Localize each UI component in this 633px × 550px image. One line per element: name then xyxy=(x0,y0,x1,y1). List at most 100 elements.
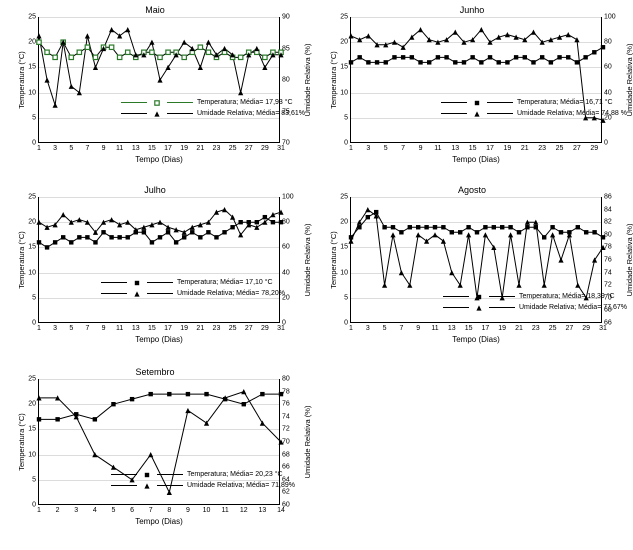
y-tick-right: 100 xyxy=(601,14,616,21)
x-tick: 3 xyxy=(53,145,57,152)
y-tick-left: 10 xyxy=(28,451,39,458)
y-tick-left: 10 xyxy=(28,269,39,276)
y-axis-label-left: Temperatura (°C) xyxy=(329,51,338,109)
legend-temp-text: Temperatura; Média= 20,23 °C xyxy=(187,471,283,478)
chart-title: Setembro xyxy=(135,367,174,377)
x-tick: 5 xyxy=(384,145,388,152)
legend-humidity: Umidade Relativa; Média= 74,88 % xyxy=(441,110,627,117)
legend-humidity-text: Umidade Relativa; Média= 71,89% xyxy=(187,482,295,489)
legend-humidity-text: Umidade Relativa; Média= 78,20% xyxy=(177,290,285,297)
x-tick: 23 xyxy=(538,145,546,152)
x-tick: 3 xyxy=(366,145,370,152)
x-tick: 1 xyxy=(349,145,353,152)
plot-area: 0510152025020406080100135791113151719212… xyxy=(38,197,280,323)
x-tick: 31 xyxy=(599,325,607,332)
y-tick-left: 5 xyxy=(32,476,39,483)
x-tick: 21 xyxy=(521,145,529,152)
x-tick: 21 xyxy=(515,325,523,332)
chart-junho: Junho05101520250204060801001357911131517… xyxy=(318,5,626,170)
x-axis-label: Tempo (Dias) xyxy=(452,155,500,164)
legend-humidity: Umidade Relativa; Média= 78,20% xyxy=(101,290,285,297)
y-tick-right: 100 xyxy=(279,194,294,201)
y-axis-label-right: Umidade Relativa (%) xyxy=(303,224,312,297)
y-tick-left: 25 xyxy=(28,14,39,21)
legend-humidity: Umidade Relativa; Média= 71,89% xyxy=(111,482,295,489)
legend: Temperatura; Média= 17,10 °CUmidade Rela… xyxy=(101,279,285,301)
legend-temp: Temperatura; Média= 17,93 °C xyxy=(121,99,305,106)
x-tick: 7 xyxy=(149,507,153,514)
x-tick: 17 xyxy=(481,325,489,332)
y-tick-left: 10 xyxy=(340,89,351,96)
x-tick: 19 xyxy=(180,325,188,332)
legend-temp-text: Temperatura; Média= 16,71 °C xyxy=(517,99,613,106)
x-tick: 9 xyxy=(419,145,423,152)
legend-temp: Temperatura; Média= 18,39 °C xyxy=(443,293,627,300)
x-tick: 5 xyxy=(69,145,73,152)
legend: Temperatura; Média= 17,93 °C Umidade Rela… xyxy=(121,99,305,121)
x-tick: 9 xyxy=(186,507,190,514)
humidity-line xyxy=(39,30,281,106)
x-tick: 10 xyxy=(203,507,211,514)
y-axis-label-right: Umidade Relativa (%) xyxy=(625,224,633,297)
x-tick: 5 xyxy=(112,507,116,514)
x-tick: 23 xyxy=(213,325,221,332)
x-tick: 4 xyxy=(93,507,97,514)
y-tick-left: 25 xyxy=(28,376,39,383)
y-axis-label-left: Temperatura (°C) xyxy=(17,413,26,471)
legend: Temperatura; Média= 18,39 °C Umidade Rela… xyxy=(443,293,627,315)
chart-title: Maio xyxy=(145,5,165,15)
y-axis-label-right: Umidade Relativa (%) xyxy=(303,406,312,479)
y-tick-left: 25 xyxy=(340,194,351,201)
x-tick: 17 xyxy=(164,145,172,152)
x-tick: 13 xyxy=(258,507,266,514)
x-tick: 6 xyxy=(130,507,134,514)
y-tick-left: 5 xyxy=(32,294,39,301)
legend-humidity-text: Umidade Relativa; Média= 83,61% xyxy=(197,110,305,117)
y-tick-left: 15 xyxy=(28,426,39,433)
y-tick-left: 25 xyxy=(28,194,39,201)
x-tick: 29 xyxy=(590,145,598,152)
y-tick-left: 10 xyxy=(340,269,351,276)
y-axis-label-left: Temperatura (°C) xyxy=(17,231,26,289)
chart-julho: Julho05101520250204060801001357911131517… xyxy=(6,185,304,350)
y-tick-left: 25 xyxy=(340,14,351,21)
x-tick: 1 xyxy=(37,507,41,514)
x-tick: 5 xyxy=(69,325,73,332)
chart-title: Junho xyxy=(460,5,485,15)
humidity-line xyxy=(351,210,603,298)
x-tick: 15 xyxy=(469,145,477,152)
x-tick: 29 xyxy=(582,325,590,332)
legend-temp: Temperatura; Média= 20,23 °C xyxy=(111,471,295,478)
x-tick: 27 xyxy=(245,325,253,332)
x-tick: 15 xyxy=(465,325,473,332)
chart-agosto: Agosto0510152025666870727476788082848613… xyxy=(318,185,626,350)
legend-temp-text: Temperatura; Média= 17,93 °C xyxy=(197,99,293,106)
x-tick: 9 xyxy=(102,325,106,332)
x-tick: 17 xyxy=(164,325,172,332)
plot-area: 0510152025666870727476788082848613579111… xyxy=(350,197,602,323)
x-tick: 13 xyxy=(132,325,140,332)
x-tick: 11 xyxy=(116,325,123,332)
y-tick-left: 15 xyxy=(28,244,39,251)
chart-maio: Maio051015202570758085901357911131517192… xyxy=(6,5,304,170)
x-tick: 27 xyxy=(245,145,253,152)
x-tick: 11 xyxy=(222,507,229,514)
y-tick-left: 20 xyxy=(340,219,351,226)
legend: Temperatura; Média= 20,23 °C Umidade Rela… xyxy=(111,471,295,493)
x-tick: 19 xyxy=(180,145,188,152)
y-axis-label-left: Temperatura (°C) xyxy=(17,51,26,109)
legend-humidity-text: Umidade Relativa; Média= 77,67% xyxy=(519,304,627,311)
x-tick: 17 xyxy=(486,145,494,152)
y-tick-left: 15 xyxy=(28,64,39,71)
chart-setembro: Setembro 05101520256062646668707274767880… xyxy=(6,367,304,532)
series-svg xyxy=(39,197,281,323)
x-tick: 23 xyxy=(532,325,540,332)
x-tick: 31 xyxy=(277,325,285,332)
x-axis-label: Tempo (Dias) xyxy=(452,335,500,344)
x-tick: 7 xyxy=(401,145,405,152)
plot-area: 0510152025606264666870727476788012345678… xyxy=(38,379,280,505)
x-tick: 14 xyxy=(277,507,285,514)
y-tick-left: 15 xyxy=(340,244,351,251)
x-tick: 15 xyxy=(148,145,156,152)
x-tick: 1 xyxy=(349,325,353,332)
